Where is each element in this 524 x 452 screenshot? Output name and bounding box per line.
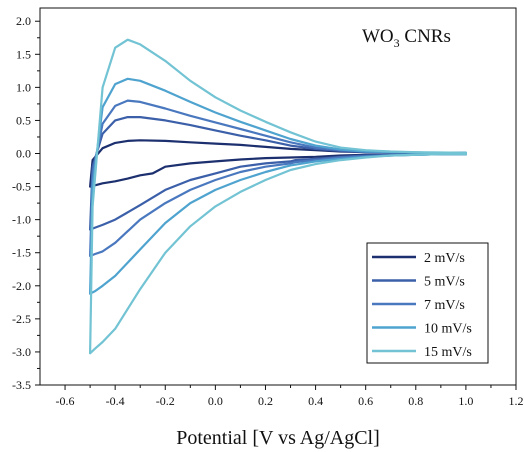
legend-label: 7 mV/s	[424, 298, 465, 313]
legend-label: 2 mV/s	[424, 251, 465, 266]
x-tick-label: -0.6	[56, 394, 75, 408]
axes-layer: -0.6 -0.4 -0.2 0.0 0.2 0.4 0.6 0.8 1.0 1.2 -3.5 -3.…	[12, 14, 524, 408]
series-layer	[89, 38, 467, 355]
y-tick-label: 2.0	[16, 14, 31, 28]
y-tick-label: -2.0	[12, 279, 31, 293]
y-tick-label: 1.5	[16, 47, 31, 61]
y-tick-label: 1.0	[16, 80, 31, 94]
legend-label: 10 mV/s	[424, 322, 472, 337]
y-tick-label: -3.0	[12, 345, 31, 359]
series-line	[89, 99, 467, 258]
y-tick-label: 0.5	[16, 113, 31, 127]
x-tick-label: -0.2	[156, 394, 175, 408]
legend-label: 15 mV/s	[424, 345, 472, 360]
y-tick-label: -2.5	[12, 312, 31, 326]
legend: 2 mV/s 5 mV/s 7 mV/s 10 mV/s 15 mV/s	[366, 242, 489, 364]
x-axis-title: Potential [V vs Ag/AgCl]	[176, 427, 380, 449]
y-tick-label: 0.0	[16, 147, 31, 161]
x-tick-label: 0.4	[308, 394, 323, 408]
y-tick-label: -3.5	[12, 378, 31, 392]
legend-label: 5 mV/s	[424, 275, 465, 290]
x-tick-label: 1.2	[509, 394, 524, 408]
y-tick-label: -1.0	[12, 213, 31, 227]
y-tick-label: -1.5	[12, 246, 31, 260]
series-line	[89, 38, 467, 355]
x-tick-label: 0.8	[408, 394, 423, 408]
x-tick-label: 1.0	[458, 394, 473, 408]
plot-frame	[39, 7, 517, 386]
x-tick-label: -0.4	[106, 394, 125, 408]
chart-title: WO3 CNRs	[362, 26, 451, 50]
x-tick-label: 0.2	[258, 394, 273, 408]
x-tick-label: 0.6	[358, 394, 373, 408]
x-tick-label: 0.0	[208, 394, 223, 408]
y-tick-label: -0.5	[12, 180, 31, 194]
